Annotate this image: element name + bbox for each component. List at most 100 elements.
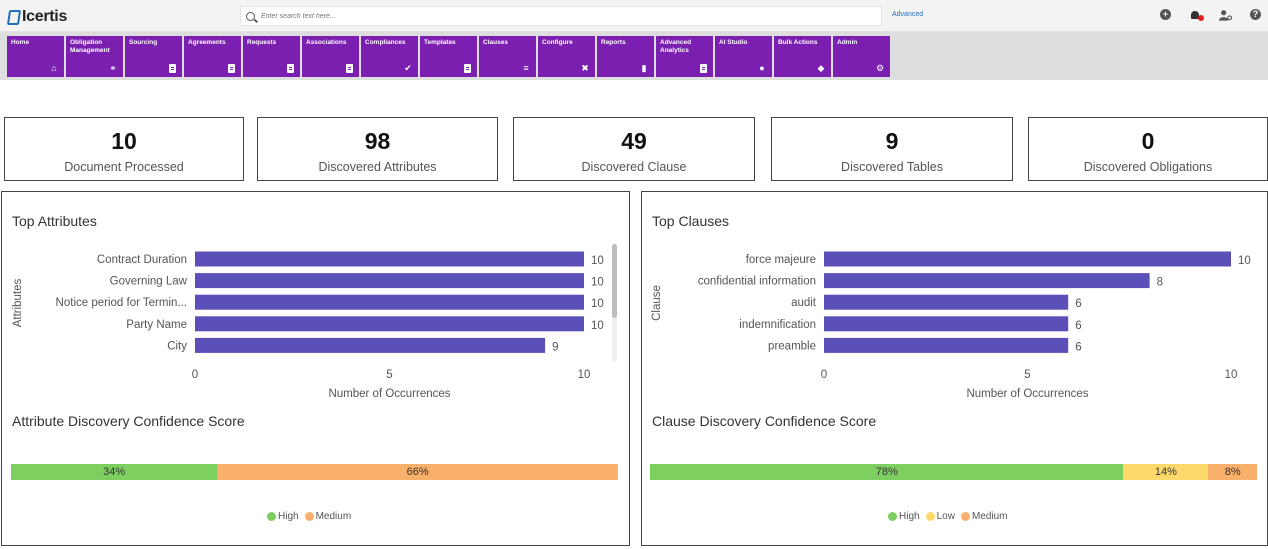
data-label: 8 bbox=[1157, 277, 1163, 289]
confidence-segment[interactable]: 8% bbox=[1208, 464, 1257, 480]
bar bbox=[824, 294, 1069, 310]
x-tick-label: 5 bbox=[386, 369, 392, 381]
bar bbox=[824, 316, 1069, 332]
nav-item-label: Advanced Analytics bbox=[660, 39, 692, 54]
tools-icon: ✖ bbox=[581, 63, 589, 73]
data-label: 10 bbox=[1238, 255, 1251, 267]
bar bbox=[195, 273, 584, 289]
confidence-segment[interactable]: 34% bbox=[11, 464, 218, 480]
search-box[interactable] bbox=[240, 6, 882, 26]
stat-card-document-processed: 10 Document Processed bbox=[4, 117, 244, 181]
clause-confidence-legend: High Low Medium bbox=[888, 511, 1008, 522]
confidence-segment[interactable]: 66% bbox=[217, 464, 618, 480]
confidence-segment[interactable]: 14% bbox=[1123, 464, 1209, 480]
nav-item-templates[interactable]: Templates bbox=[420, 36, 477, 77]
attribute-confidence-bar: 34% 66% bbox=[11, 464, 618, 480]
nav-item-ai-studio[interactable]: AI Studio ● bbox=[715, 36, 772, 77]
x-tick-label: 10 bbox=[578, 369, 591, 381]
y-axis-label: Attributes bbox=[12, 278, 24, 327]
top-clauses-chart: force majeure 10 confidential information 8… bbox=[651, 251, 1251, 400]
nav-item-configure[interactable]: Configure ✖ bbox=[538, 36, 595, 77]
stat-label: Document Processed bbox=[64, 160, 184, 174]
nav-item-compliances[interactable]: Compliances ✔ bbox=[361, 36, 418, 77]
legend-label: Low bbox=[936, 511, 955, 522]
category-label: Party Name bbox=[126, 319, 187, 331]
data-label: 10 bbox=[591, 320, 604, 332]
bar bbox=[195, 316, 584, 332]
nav-item-label: Agreements bbox=[188, 39, 226, 46]
legend-dot-icon bbox=[960, 512, 970, 521]
layers-icon: ◆ bbox=[817, 63, 825, 73]
x-tick-label: 5 bbox=[1024, 369, 1030, 381]
stat-value: 98 bbox=[364, 128, 391, 154]
x-tick-label: 0 bbox=[821, 369, 827, 381]
handshake-icon: ⚭ bbox=[109, 63, 117, 73]
data-label: 10 bbox=[591, 277, 604, 289]
legend-item[interactable]: Low bbox=[925, 511, 955, 522]
nav-item-label: Associations bbox=[306, 39, 347, 46]
data-label: 9 bbox=[552, 341, 558, 353]
document-icon bbox=[346, 64, 353, 73]
help-icon[interactable]: ? bbox=[1249, 8, 1262, 21]
document-icon bbox=[287, 64, 294, 73]
nav-item-admin[interactable]: Admin ⚙ bbox=[833, 36, 890, 77]
legend-item[interactable]: Medium bbox=[304, 511, 351, 522]
nav-item-label: Sourcing bbox=[129, 39, 158, 46]
user-settings-icon[interactable] bbox=[1219, 8, 1232, 21]
nav-item-home[interactable]: Home ⌂ bbox=[7, 36, 64, 77]
confidence-segment[interactable]: 78% bbox=[650, 464, 1124, 480]
add-circle-icon[interactable]: + bbox=[1159, 8, 1172, 21]
data-label: 6 bbox=[1075, 320, 1081, 332]
legend-item[interactable]: High bbox=[888, 511, 920, 522]
clause-confidence-bar: 78% 14% 8% bbox=[650, 464, 1257, 480]
nav-item-associations[interactable]: Associations bbox=[302, 36, 359, 77]
top-bar: Icertis Advanced + ? bbox=[0, 0, 1268, 32]
chart-scrollbar[interactable] bbox=[612, 244, 617, 318]
stat-label: Discovered Clause bbox=[581, 160, 687, 174]
stat-label: Discovered Attributes bbox=[318, 160, 437, 174]
stat-value: 0 bbox=[1141, 128, 1155, 154]
data-label: 6 bbox=[1075, 341, 1081, 353]
users-gear-icon: ⚙ bbox=[875, 63, 885, 73]
data-label: 10 bbox=[591, 255, 604, 267]
legend-label: High bbox=[899, 511, 920, 522]
document-icon bbox=[700, 64, 707, 73]
legend-item[interactable]: High bbox=[267, 511, 299, 522]
nav-item-label: Templates bbox=[424, 39, 456, 46]
clauses-panel: Top Clauses force majeure 10 confidential … bbox=[641, 191, 1268, 546]
legend-item[interactable]: Medium bbox=[960, 511, 1008, 522]
legend-dot-icon bbox=[888, 512, 897, 521]
nav-item-clauses[interactable]: Clauses ≡ bbox=[479, 36, 536, 77]
nav-item-sourcing[interactable]: Sourcing bbox=[125, 36, 182, 77]
header-actions: + ? bbox=[1159, 8, 1262, 21]
legend-label: High bbox=[278, 511, 299, 522]
search-icon bbox=[246, 11, 255, 21]
x-tick-label: 0 bbox=[192, 369, 198, 381]
top-attributes-chart: Contract Duration 10 Governing Law 10 Notice… bbox=[12, 251, 604, 400]
icertis-logo[interactable]: Icertis bbox=[6, 7, 68, 27]
nav-item-label: Home bbox=[11, 39, 30, 46]
bar bbox=[824, 273, 1150, 289]
nav-item-label: Reports bbox=[601, 39, 626, 46]
x-tick-label: 10 bbox=[1225, 369, 1238, 381]
notification-bell-icon[interactable] bbox=[1189, 8, 1204, 21]
nav-item-agreements[interactable]: Agreements bbox=[184, 36, 241, 77]
nav-item-obligation-management[interactable]: Obligation Management ⚭ bbox=[66, 36, 123, 77]
top-attributes-title: Top Attributes bbox=[12, 213, 97, 229]
nav-item-requests[interactable]: Requests bbox=[243, 36, 300, 77]
category-label: force majeure bbox=[746, 254, 816, 266]
data-label: 6 bbox=[1075, 298, 1081, 310]
y-axis-label: Clause bbox=[651, 285, 663, 321]
advanced-search-link[interactable]: Advanced bbox=[892, 11, 924, 18]
nav-item-advanced-analytics[interactable]: Advanced Analytics bbox=[656, 36, 713, 77]
nav-item-bulk-actions[interactable]: Bulk Actions ◆ bbox=[774, 36, 831, 77]
nav-item-reports[interactable]: Reports ▮ bbox=[597, 36, 654, 77]
home-icon: ⌂ bbox=[51, 63, 57, 73]
nav-item-label: Clauses bbox=[483, 39, 508, 46]
search-input[interactable] bbox=[261, 12, 861, 20]
document-icon bbox=[228, 64, 235, 73]
logo-text: Icertis bbox=[22, 8, 68, 25]
data-label: 10 bbox=[591, 298, 604, 310]
category-label: audit bbox=[791, 297, 817, 309]
checklist-icon: ✔ bbox=[404, 63, 412, 73]
